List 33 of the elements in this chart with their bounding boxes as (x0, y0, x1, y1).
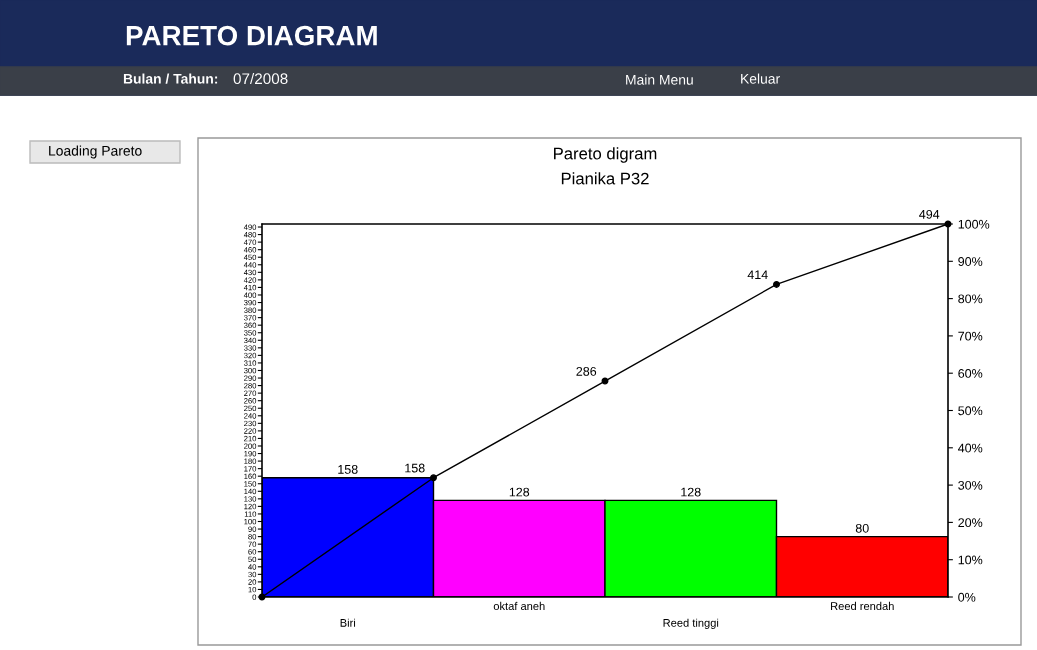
x-tick-label: oktaf aneh (493, 601, 545, 611)
y2-tick-label: 20% (958, 518, 983, 528)
data-label: 494 (919, 209, 940, 219)
data-label: 128 (681, 487, 701, 497)
chart-title: Pareto digram (554, 147, 657, 163)
y2-tick-label: 70% (958, 331, 983, 341)
text: Main Menu (626, 74, 693, 85)
y2-tick-label: 30% (958, 480, 983, 490)
data-label: 128 (509, 487, 530, 497)
text: 07/2008 (233, 72, 288, 85)
data-label: 80 (855, 523, 869, 533)
y2-tick-label: 0% (958, 592, 976, 602)
text: PARETO DIAGRAM (126, 25, 377, 46)
chart-subtitle: Pianika P32 (561, 172, 649, 185)
point (773, 280, 780, 288)
x-tick-label: Reed rendah (831, 601, 894, 611)
point (430, 474, 437, 482)
data-label: 414 (747, 270, 768, 280)
y2-tick-label: 90% (958, 257, 983, 266)
text: Keluar (741, 73, 780, 84)
data-label: 158 (338, 464, 358, 474)
y2-tick-label: 10% (958, 555, 983, 565)
y2-tick-label: 40% (958, 443, 983, 453)
y2-tick-label: 80% (958, 294, 983, 304)
y2-tick-label: 60% (958, 369, 983, 378)
y2-tick-label: 50% (958, 406, 983, 416)
data-label: 286 (576, 366, 597, 376)
x-tick-label: Reed tinggi (663, 618, 719, 629)
text: Bulan / Tahun: (123, 73, 218, 84)
data-label: 158 (405, 463, 425, 473)
y2-tick-label: 100% (958, 219, 990, 229)
x-tick-label: Biri (340, 618, 356, 627)
text: Loading Pareto (49, 145, 142, 159)
